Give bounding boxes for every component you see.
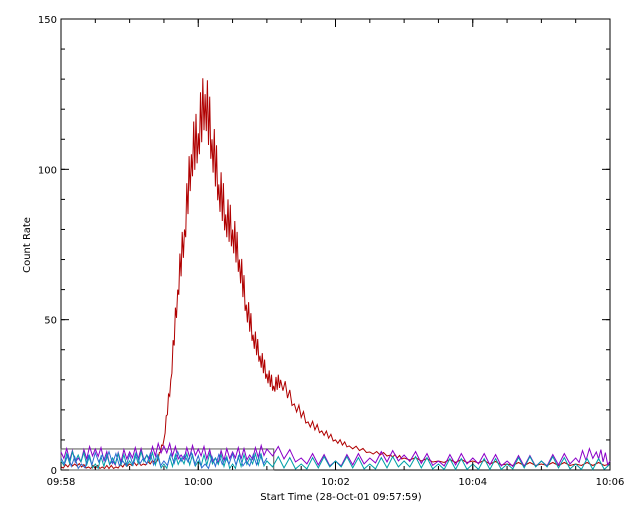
y-tick-label-1: 50 bbox=[44, 316, 57, 327]
y-tick-label-3: 150 bbox=[38, 15, 57, 26]
y-axis-title: Count Rate bbox=[22, 217, 33, 273]
x-tick-label-4: 10:06 bbox=[596, 477, 625, 488]
x-tick-label-2: 10:02 bbox=[321, 477, 350, 488]
x-axis-title: Start Time (28-Oct-01 09:57:59) bbox=[260, 492, 421, 503]
highlight-box bbox=[60, 448, 275, 471]
x-tick-label-3: 10:04 bbox=[458, 477, 487, 488]
x-tick-label-1: 10:00 bbox=[184, 477, 213, 488]
series-line-4 bbox=[60, 449, 268, 470]
series-line-2 bbox=[60, 441, 611, 468]
y-tick-label-0: 0 bbox=[51, 466, 57, 477]
series-line-3 bbox=[60, 449, 611, 471]
plot-area-frame bbox=[60, 18, 611, 471]
x-tick-label-0: 09:58 bbox=[47, 477, 76, 488]
y-tick-label-2: 100 bbox=[38, 165, 57, 176]
series-line-1 bbox=[60, 78, 611, 470]
